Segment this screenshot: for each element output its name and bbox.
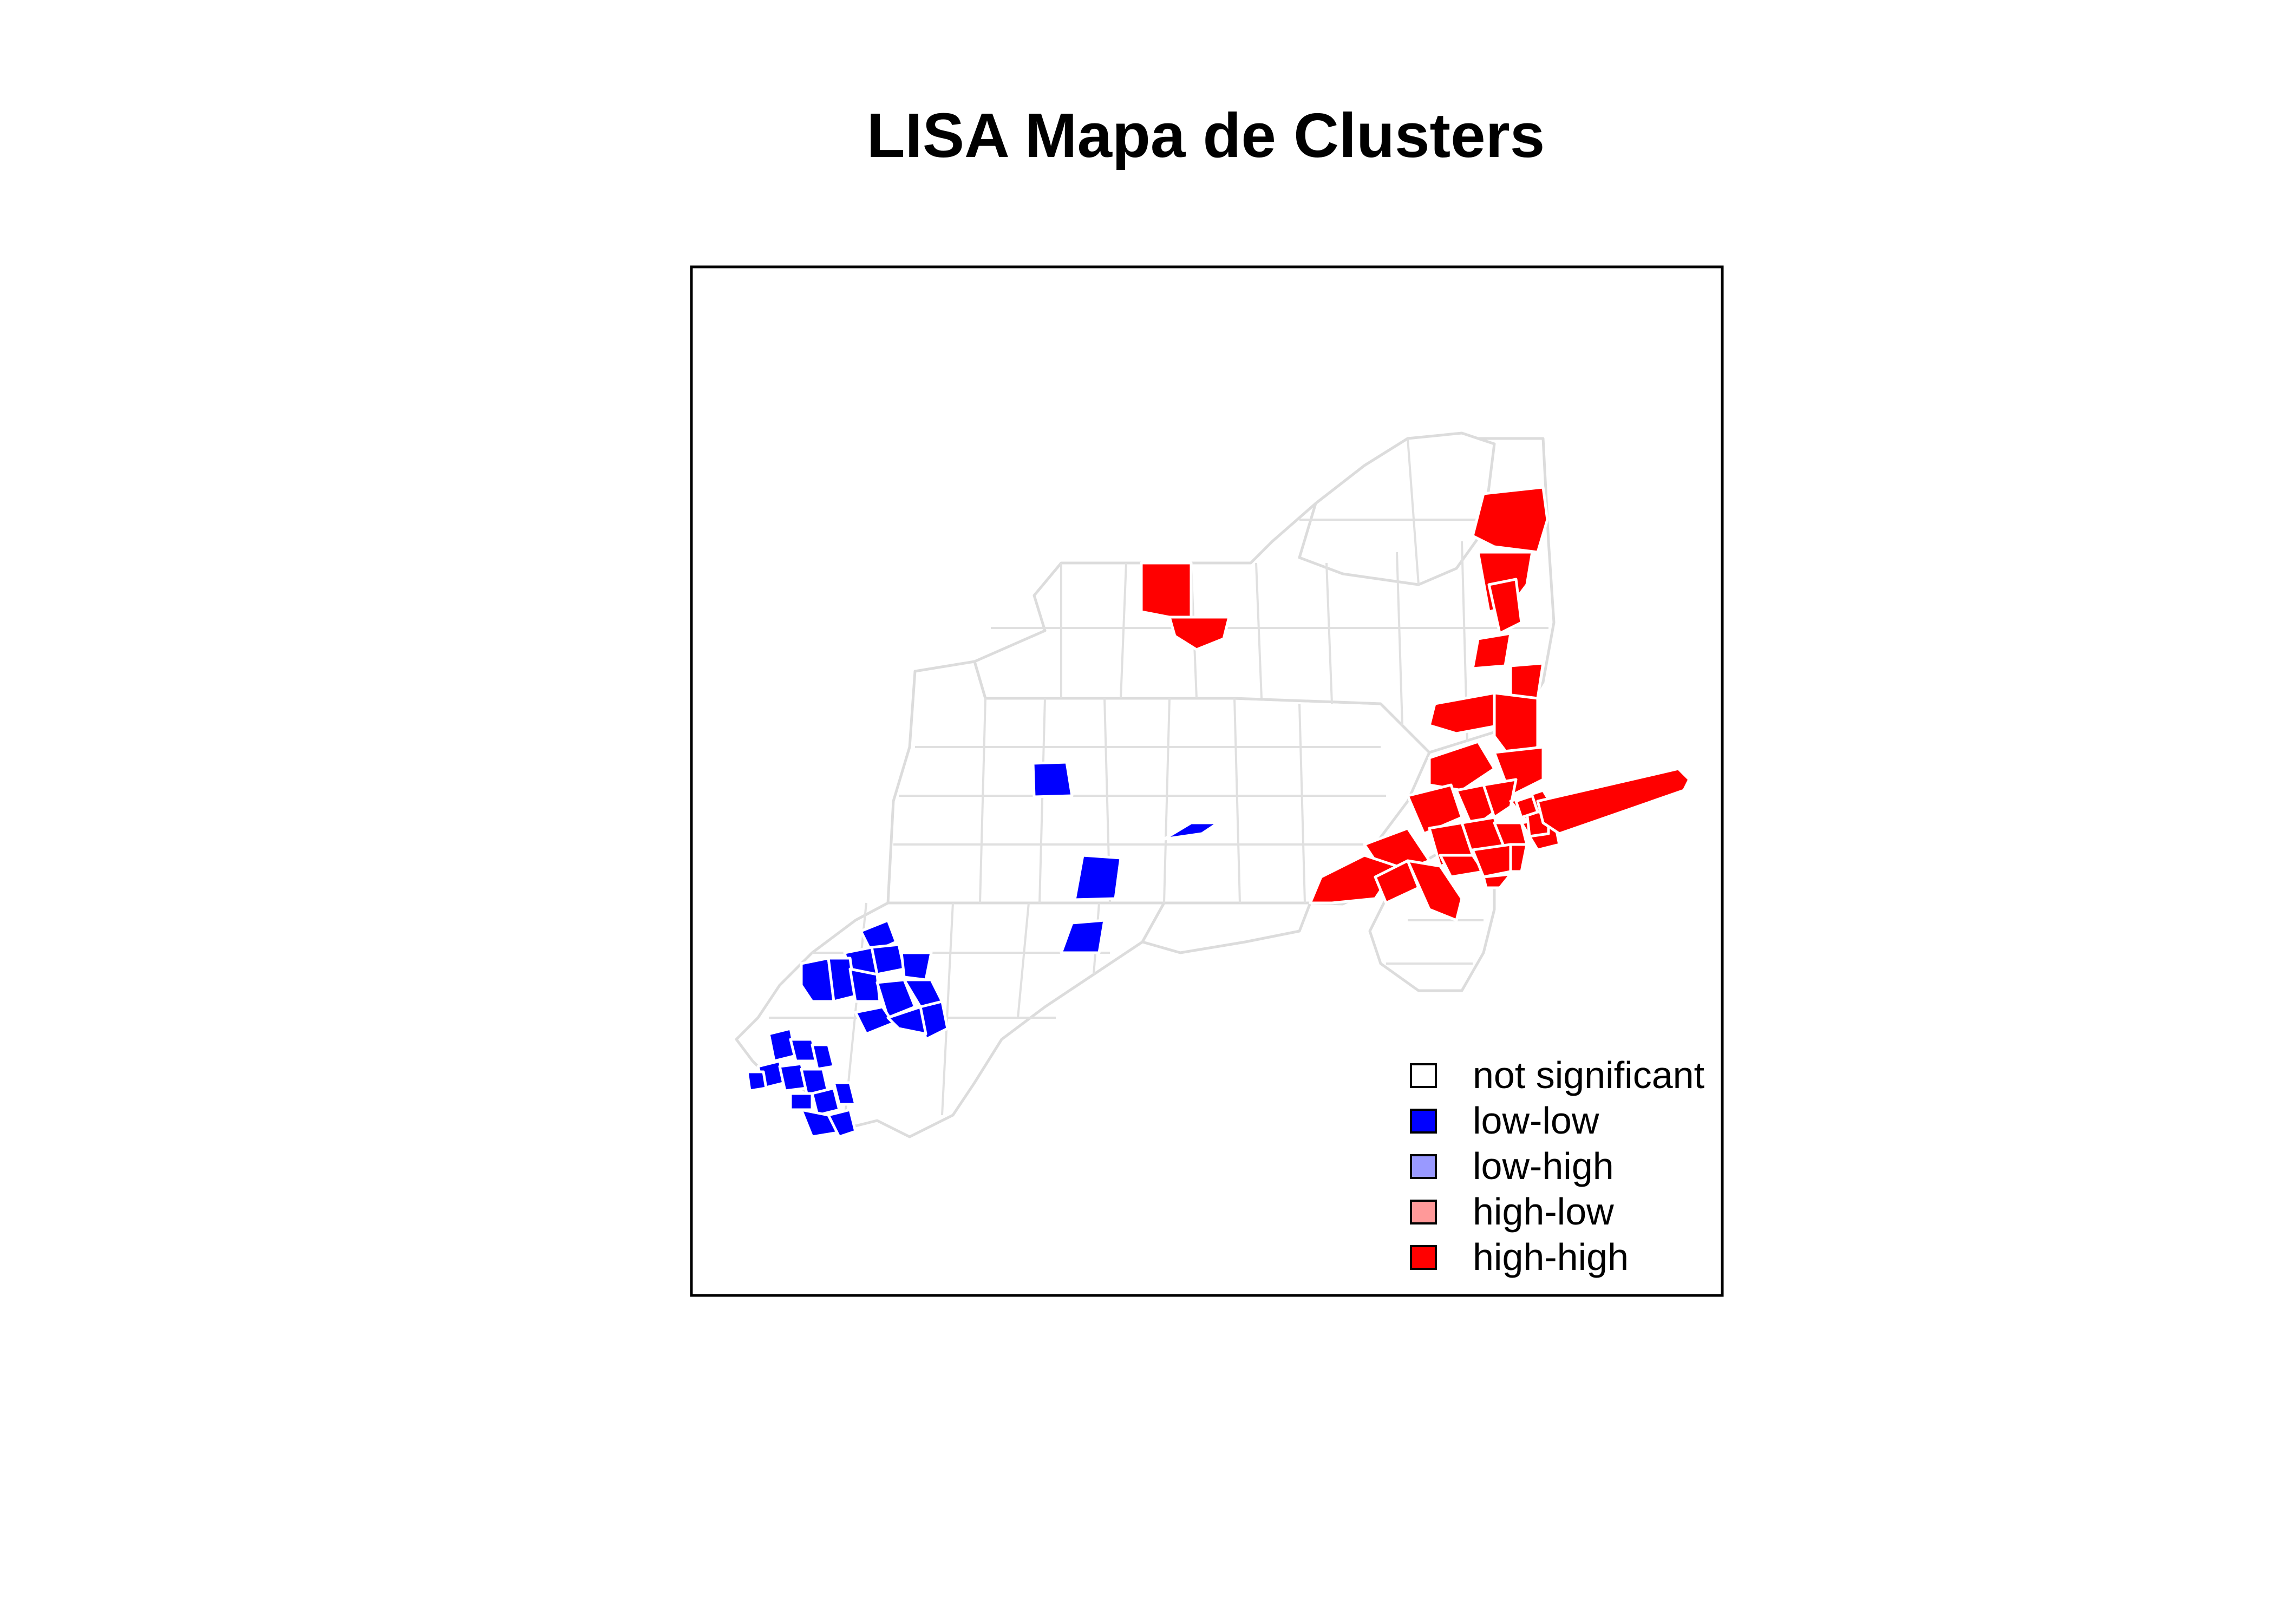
low-low-region — [886, 1005, 927, 1036]
legend-swatch — [1410, 1200, 1437, 1224]
low-low-region — [832, 1081, 857, 1106]
low-low-region — [848, 967, 881, 1003]
high-high-region — [1406, 859, 1463, 922]
high-high-region — [1509, 843, 1528, 873]
legend-item-not-significant: not significant — [1410, 1054, 1704, 1096]
legend-label: high-high — [1473, 1236, 1629, 1278]
low-low-region — [789, 1092, 814, 1111]
high-high-region — [1536, 767, 1691, 835]
high-high-region — [1140, 561, 1193, 619]
legend-label: not significant — [1473, 1054, 1704, 1096]
high-high-region — [1428, 691, 1501, 735]
high-high-region — [1309, 854, 1399, 905]
legend-label: low-low — [1473, 1099, 1599, 1142]
low-low-region — [875, 978, 917, 1019]
low-low-clusters — [746, 761, 1220, 1138]
low-low-region — [827, 1108, 857, 1138]
low-low-region — [870, 943, 906, 976]
legend-item-high-high: high-high — [1410, 1236, 1629, 1278]
high-high-region — [1168, 615, 1231, 651]
legend-label: low-high — [1473, 1145, 1614, 1187]
high-high-clusters — [1140, 486, 1691, 922]
base-map — [735, 431, 1556, 1138]
high-high-region — [1406, 783, 1463, 835]
high-high-region — [1487, 578, 1523, 635]
low-low-region — [811, 1043, 835, 1071]
high-high-region — [1428, 740, 1496, 792]
low-low-region — [746, 1070, 768, 1092]
legend-item-low-high: low-high — [1410, 1145, 1614, 1187]
legend: not significant low-low low-high high-lo… — [1410, 1054, 1704, 1278]
high-high-region — [1471, 486, 1549, 554]
high-high-region — [1471, 632, 1512, 670]
low-low-region — [800, 957, 835, 1003]
high-high-region — [1482, 778, 1518, 819]
low-low-region — [1060, 919, 1106, 954]
legend-item-low-low: low-low — [1410, 1099, 1599, 1142]
legend-swatch — [1410, 1109, 1437, 1134]
legend-swatch — [1410, 1245, 1437, 1270]
low-low-region — [1073, 854, 1122, 901]
high-high-region — [1482, 873, 1512, 889]
low-low-region — [811, 1086, 841, 1117]
legend-label: high-low — [1473, 1190, 1614, 1233]
low-low-region — [900, 951, 933, 981]
low-low-region — [1031, 761, 1074, 798]
high-high-region — [1514, 794, 1539, 819]
chart-title: LISA Mapa de Clusters — [867, 100, 1545, 171]
legend-swatch — [1410, 1154, 1437, 1179]
low-low-region — [1162, 821, 1220, 841]
legend-swatch — [1410, 1063, 1437, 1088]
legend-item-high-low: high-low — [1410, 1190, 1614, 1233]
